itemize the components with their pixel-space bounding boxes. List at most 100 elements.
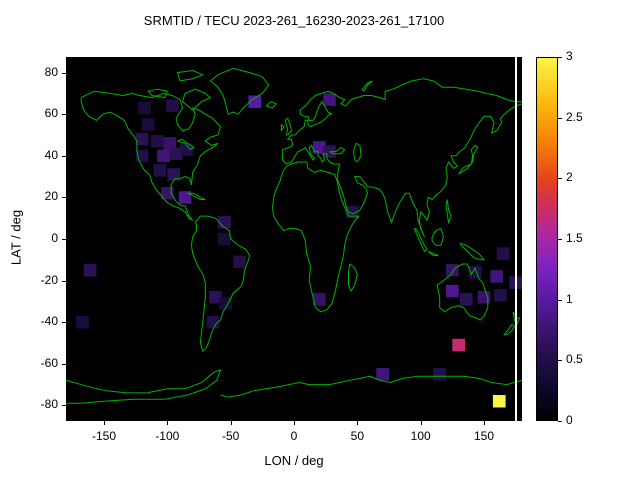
colorbar — [536, 57, 558, 421]
heatmap-cell — [345, 205, 359, 219]
x-tick-label: -50 — [221, 429, 240, 443]
y-tick-label: 40 — [44, 147, 58, 162]
x-tick-mark — [294, 421, 295, 425]
heatmap-cell — [233, 255, 246, 269]
colorbar-tick-mark — [558, 178, 562, 180]
heatmap-cell — [376, 368, 389, 381]
heatmap-cell — [157, 149, 170, 163]
coastline-path — [209, 67, 270, 115]
heatmap-cell — [142, 118, 155, 131]
y-tick-label: 80 — [44, 64, 58, 79]
coastline-path — [282, 78, 522, 165]
y-tick-label: -20 — [40, 272, 58, 287]
heatmap-cell — [180, 143, 193, 156]
heatmap-cell — [163, 137, 177, 150]
x-axis-label: LON / deg — [264, 453, 324, 468]
coastline-path — [66, 369, 222, 404]
y-tick-label: -60 — [40, 355, 58, 370]
heatmap-cell — [492, 395, 506, 408]
coastline-path — [459, 242, 486, 261]
heatmap-cell — [138, 101, 151, 115]
y-tick-mark — [62, 72, 66, 74]
colorbar-tick-label: 1 — [566, 291, 573, 306]
heatmap-cell — [313, 293, 326, 306]
heatmap-cell — [323, 145, 336, 158]
coastline-path — [413, 228, 428, 253]
heatmap-cell — [150, 135, 164, 148]
coastline-path — [431, 227, 445, 246]
coastline-path — [348, 263, 358, 293]
heatmap-cell — [153, 164, 167, 177]
coastline-path — [190, 215, 251, 353]
colorbar-tick-label: 3 — [566, 49, 573, 63]
colorbar-tick-mark — [558, 299, 562, 301]
y-tick-mark — [62, 322, 66, 324]
heatmap-cell — [76, 316, 89, 329]
heatmap-cell — [459, 293, 473, 306]
coastline-path — [361, 80, 373, 92]
coastline-path — [177, 138, 195, 151]
coastline-path — [220, 375, 522, 398]
heatmap-cell — [468, 266, 482, 279]
heatmap-cell — [433, 368, 446, 381]
heatmap-cell — [494, 288, 507, 302]
colorbar-tick-label: 2 — [566, 170, 573, 185]
coastline-path — [176, 69, 205, 82]
y-tick-mark — [62, 405, 66, 407]
x-tick-mark — [420, 421, 422, 425]
x-tick-label: -150 — [91, 429, 117, 443]
heatmap-cell — [218, 232, 231, 246]
heatmap-cell — [446, 264, 459, 277]
x-tick-mark — [230, 421, 232, 425]
x-tick-mark — [167, 421, 169, 425]
heatmap-cell — [219, 297, 232, 310]
coastline-path — [436, 263, 489, 321]
heatmap-cell — [313, 141, 326, 154]
heatmap-cell — [169, 147, 183, 160]
heatmap-cell — [161, 187, 174, 200]
colorbar-tick-mark — [558, 239, 562, 240]
coastline-path — [286, 103, 522, 238]
colorbar-tick-mark — [558, 360, 562, 362]
heatmap-cell — [167, 168, 180, 181]
frame-gap-line — [515, 57, 517, 421]
coastline-path — [147, 88, 168, 99]
heatmap-cell — [496, 247, 510, 260]
y-tick-label: -40 — [40, 314, 58, 329]
y-tick-mark — [62, 197, 66, 199]
y-tick-mark — [62, 114, 66, 116]
coastline-path — [503, 323, 516, 336]
map-background — [66, 57, 522, 421]
x-tick-label: 0 — [290, 429, 298, 443]
coastline-path — [181, 88, 212, 111]
heatmap-cell — [452, 338, 465, 352]
world-heatmap — [66, 57, 522, 421]
y-tick-mark — [62, 280, 66, 282]
heatmap-cell — [446, 284, 459, 298]
coastline-path — [80, 90, 222, 221]
coastline-path — [187, 192, 206, 200]
x-tick-mark — [484, 421, 485, 425]
x-tick-label: 150 — [473, 429, 495, 443]
colorbar-tick-label: 1.5 — [566, 231, 583, 245]
coastline-path — [445, 199, 452, 225]
x-tick-mark — [357, 421, 359, 425]
heatmap-cell — [135, 132, 149, 146]
y-tick-label: 60 — [44, 106, 58, 121]
colorbar-tick-mark — [558, 57, 562, 58]
coastline-path — [284, 117, 293, 136]
coastline-path — [427, 251, 439, 257]
y-tick-label: 0 — [51, 231, 58, 245]
coastline-path — [329, 146, 346, 155]
heatmap-cell — [323, 93, 336, 106]
y-tick-mark — [62, 363, 66, 365]
heatmap-cell — [218, 216, 231, 229]
y-tick-mark — [62, 239, 66, 240]
heatmap-cell — [477, 291, 491, 304]
heatmap-cell — [83, 264, 97, 277]
coastline-path — [265, 101, 278, 109]
x-tick-label: -100 — [155, 429, 180, 443]
colorbar-tick-mark — [558, 117, 562, 119]
coastline-path — [280, 123, 285, 132]
